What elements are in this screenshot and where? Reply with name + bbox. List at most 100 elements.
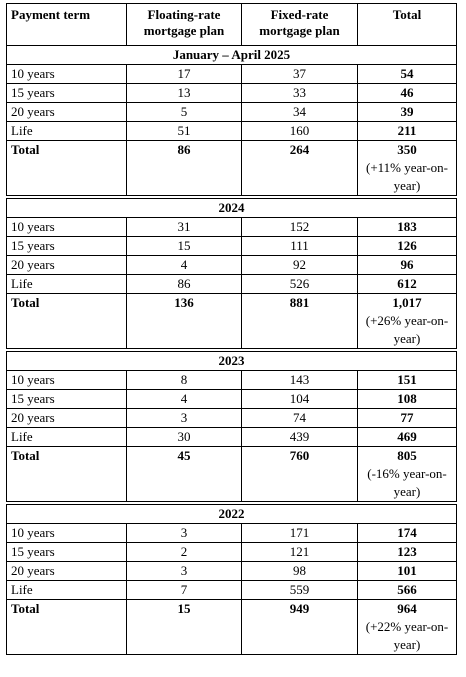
section-title-row: 2023 (6, 351, 457, 371)
value-cell: 171 (241, 523, 358, 543)
value-cell: 37 (241, 64, 358, 84)
value-cell: 92 (241, 255, 358, 275)
term-cell: 20 years (6, 561, 127, 581)
data-row: 15 years 15 111 126 (6, 236, 457, 256)
total-value: 881 (241, 293, 358, 349)
value-cell: 439 (241, 427, 358, 447)
total-row: Total 86 264 350 (+11% year-on-year) (6, 140, 457, 196)
value-cell: 152 (241, 217, 358, 237)
header-cell: Fixed-rate mortgage plan (241, 3, 358, 46)
grand-total: 964 (397, 601, 417, 616)
total-cell: 964 (+22% year-on-year) (357, 599, 457, 655)
yoy-change: (+22% year-on-year) (365, 619, 449, 652)
term-cell: 10 years (6, 217, 127, 237)
value-cell: 5 (126, 102, 242, 122)
data-row: 15 years 2 121 123 (6, 542, 457, 562)
value-cell: 108 (357, 389, 457, 409)
term-cell: 20 years (6, 255, 127, 275)
yoy-change: (-16% year-on-year) (367, 466, 447, 499)
total-label: Total (6, 446, 127, 502)
table-header: Payment term Floating-rate mortgage plan… (6, 3, 457, 46)
section-title-row: January – April 2025 (6, 45, 457, 65)
total-label: Total (6, 293, 127, 349)
term-cell: 15 years (6, 542, 127, 562)
value-cell: 4 (126, 255, 242, 275)
total-row: Total 45 760 805 (-16% year-on-year) (6, 446, 457, 502)
value-cell: 86 (126, 274, 242, 294)
data-row: 10 years 8 143 151 (6, 370, 457, 390)
header-cell: Payment term (6, 3, 127, 46)
value-cell: 3 (126, 523, 242, 543)
total-value: 15 (126, 599, 242, 655)
value-cell: 160 (241, 121, 358, 141)
data-row: 20 years 4 92 96 (6, 255, 457, 275)
term-cell: 10 years (6, 370, 127, 390)
value-cell: 566 (357, 580, 457, 600)
value-cell: 39 (357, 102, 457, 122)
data-row: 15 years 4 104 108 (6, 389, 457, 409)
total-cell: 805 (-16% year-on-year) (357, 446, 457, 502)
value-cell: 174 (357, 523, 457, 543)
value-cell: 151 (357, 370, 457, 390)
yoy-change: (+26% year-on-year) (365, 313, 449, 346)
term-cell: 20 years (6, 408, 127, 428)
total-label: Total (6, 599, 127, 655)
value-cell: 30 (126, 427, 242, 447)
term-cell: 15 years (6, 389, 127, 409)
mortgage-table: Payment term Floating-rate mortgage plan… (6, 3, 457, 655)
value-cell: 98 (241, 561, 358, 581)
data-row: Life 51 160 211 (6, 121, 457, 141)
section-title: January – April 2025 (6, 45, 457, 65)
term-cell: Life (6, 274, 127, 294)
total-value: 86 (126, 140, 242, 196)
header-cell: Floating-rate mortgage plan (126, 3, 242, 46)
value-cell: 3 (126, 561, 242, 581)
data-row: 15 years 13 33 46 (6, 83, 457, 103)
data-row: 10 years 3 171 174 (6, 523, 457, 543)
section-title: 2023 (6, 351, 457, 371)
value-cell: 17 (126, 64, 242, 84)
value-cell: 143 (241, 370, 358, 390)
data-row: Life 30 439 469 (6, 427, 457, 447)
value-cell: 77 (357, 408, 457, 428)
term-cell: 20 years (6, 102, 127, 122)
value-cell: 2 (126, 542, 242, 562)
term-cell: Life (6, 427, 127, 447)
grand-total: 1,017 (392, 295, 422, 310)
term-cell: 15 years (6, 236, 127, 256)
value-cell: 51 (126, 121, 242, 141)
total-value: 949 (241, 599, 358, 655)
value-cell: 123 (357, 542, 457, 562)
value-cell: 31 (126, 217, 242, 237)
table-body: January – April 2025 10 years 17 37 54 15 yea… (6, 45, 457, 655)
value-cell: 33 (241, 83, 358, 103)
value-cell: 183 (357, 217, 457, 237)
value-cell: 46 (357, 83, 457, 103)
value-cell: 211 (357, 121, 457, 141)
header-row: Payment term Floating-rate mortgage plan… (6, 3, 457, 46)
term-cell: 10 years (6, 523, 127, 543)
data-row: 20 years 3 98 101 (6, 561, 457, 581)
term-cell: Life (6, 580, 127, 600)
section-title: 2022 (6, 504, 457, 524)
total-value: 760 (241, 446, 358, 502)
total-cell: 350 (+11% year-on-year) (357, 140, 457, 196)
data-row: 20 years 3 74 77 (6, 408, 457, 428)
value-cell: 101 (357, 561, 457, 581)
data-row: 20 years 5 34 39 (6, 102, 457, 122)
value-cell: 74 (241, 408, 358, 428)
value-cell: 469 (357, 427, 457, 447)
grand-total: 350 (397, 142, 417, 157)
value-cell: 54 (357, 64, 457, 84)
term-cell: 10 years (6, 64, 127, 84)
value-cell: 3 (126, 408, 242, 428)
total-row: Total 15 949 964 (+22% year-on-year) (6, 599, 457, 655)
value-cell: 126 (357, 236, 457, 256)
value-cell: 612 (357, 274, 457, 294)
value-cell: 111 (241, 236, 358, 256)
value-cell: 121 (241, 542, 358, 562)
value-cell: 96 (357, 255, 457, 275)
section-title-row: 2024 (6, 198, 457, 218)
value-cell: 34 (241, 102, 358, 122)
data-row: Life 86 526 612 (6, 274, 457, 294)
